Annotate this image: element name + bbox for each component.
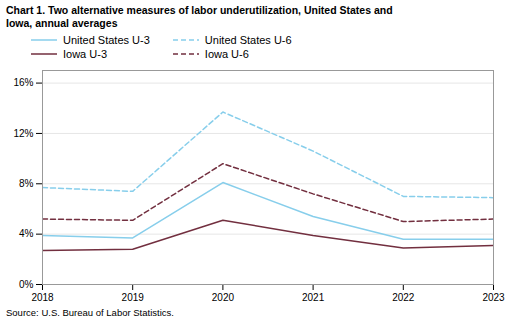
html-text:Source: U.S. Bureau of Labor S: Source: U.S. Bureau of Labor Statistics. (6, 307, 174, 319)
html-text:Iowa U-3: Iowa U-3 (63, 48, 107, 61)
svg-text:8%: 8% (19, 178, 34, 189)
svg-text:16%: 16% (13, 78, 33, 89)
svg-text:0%: 0% (19, 279, 34, 290)
html-text:Iowa U-6: Iowa U-6 (204, 48, 249, 61)
html-text:United States U-6: United States U-6 (204, 34, 292, 47)
svg-text:2019: 2019 (122, 292, 145, 303)
svg-text:4%: 4% (19, 229, 34, 240)
html-text:United States U-3: United States U-3 (63, 34, 150, 47)
svg-text:2020: 2020 (212, 292, 235, 303)
html-text:Chart 1. Two alternative measu: Chart 1. Two alternative measures of lab… (6, 4, 393, 30)
svg-text:2018: 2018 (31, 292, 54, 303)
svg-text:2022: 2022 (392, 292, 415, 303)
svg-text:12%: 12% (13, 128, 33, 139)
svg-text:2023: 2023 (482, 292, 505, 303)
svg-text:2021: 2021 (302, 292, 325, 303)
